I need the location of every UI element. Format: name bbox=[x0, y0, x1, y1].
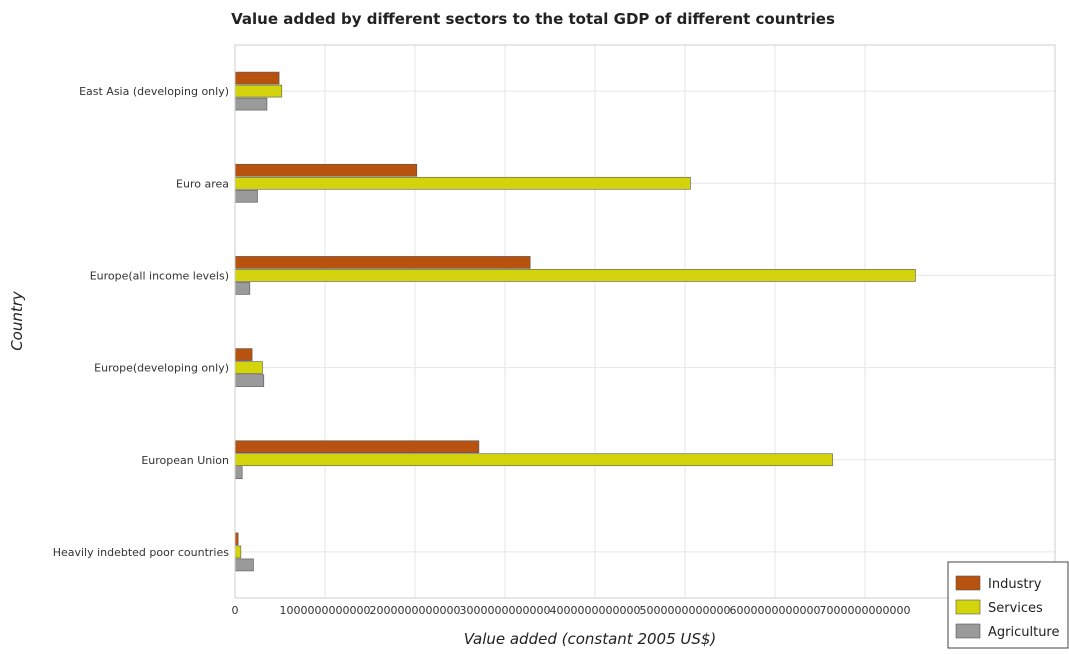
legend: Industry Services Agriculture bbox=[947, 561, 1069, 649]
y-tick-label: European Union bbox=[141, 454, 229, 467]
bar-industry-1 bbox=[234, 163, 418, 177]
y-tick-label: East Asia (developing only) bbox=[79, 85, 229, 98]
bar-agriculture-1 bbox=[234, 189, 258, 203]
legend-label-agriculture: Agriculture bbox=[988, 625, 1060, 640]
legend-label-industry: Industry bbox=[988, 577, 1042, 592]
x-tick-label: 0 bbox=[232, 604, 239, 617]
bar-agriculture-0 bbox=[234, 97, 268, 111]
x-tick-label: 6000000000000 bbox=[730, 604, 821, 617]
x-tick-label: 1000000000000 bbox=[280, 604, 371, 617]
y-axis-label: Country bbox=[8, 290, 26, 351]
y-tick-label: Europe(developing only) bbox=[94, 362, 229, 375]
plot-area bbox=[235, 45, 1055, 598]
x-tick-label: 7000000000000 bbox=[820, 604, 911, 617]
x-tick-label: 4000000000000 bbox=[550, 604, 641, 617]
x-tick-label: 3000000000000 bbox=[460, 604, 551, 617]
bar-services-3 bbox=[234, 361, 263, 374]
bar-agriculture-2 bbox=[234, 282, 251, 295]
bar-industry-0 bbox=[234, 71, 280, 85]
bars bbox=[234, 71, 916, 572]
bar-services-1 bbox=[234, 176, 691, 190]
legend-swatch-services bbox=[955, 599, 981, 615]
bar-agriculture-5 bbox=[234, 558, 254, 572]
bar-agriculture-3 bbox=[234, 374, 265, 387]
chart-title: Value added by different sectors to the … bbox=[231, 10, 835, 28]
x-tick-label: 2000000000000 bbox=[370, 604, 461, 617]
y-tick-label: Europe(all income levels) bbox=[90, 269, 229, 282]
bar-services-2 bbox=[234, 269, 916, 282]
bar-industry-2 bbox=[234, 256, 531, 269]
bar-services-0 bbox=[234, 84, 283, 98]
bar-services-4 bbox=[234, 453, 833, 467]
y-tick-label: Euro area bbox=[176, 177, 229, 190]
bar-industry-3 bbox=[234, 348, 253, 361]
bar-agriculture-4 bbox=[234, 466, 243, 480]
x-axis-label: Value added (constant 2005 US$) bbox=[464, 630, 717, 648]
legend-swatch-agriculture bbox=[955, 623, 981, 639]
x-tick-labels: 0 1000000000000 2000000000000 3000000000000… bbox=[232, 604, 911, 617]
x-tick-label: 5000000000000 bbox=[640, 604, 731, 617]
y-tick-labels: East Asia (developing only) Euro area Euro… bbox=[53, 85, 230, 559]
bar-services-5 bbox=[234, 545, 242, 559]
legend-label-services: Services bbox=[988, 601, 1043, 616]
legend-swatch-industry bbox=[955, 575, 981, 591]
bar-industry-4 bbox=[234, 440, 480, 454]
y-tick-label: Heavily indebted poor countries bbox=[53, 546, 230, 559]
plot-frame bbox=[234, 44, 1056, 599]
